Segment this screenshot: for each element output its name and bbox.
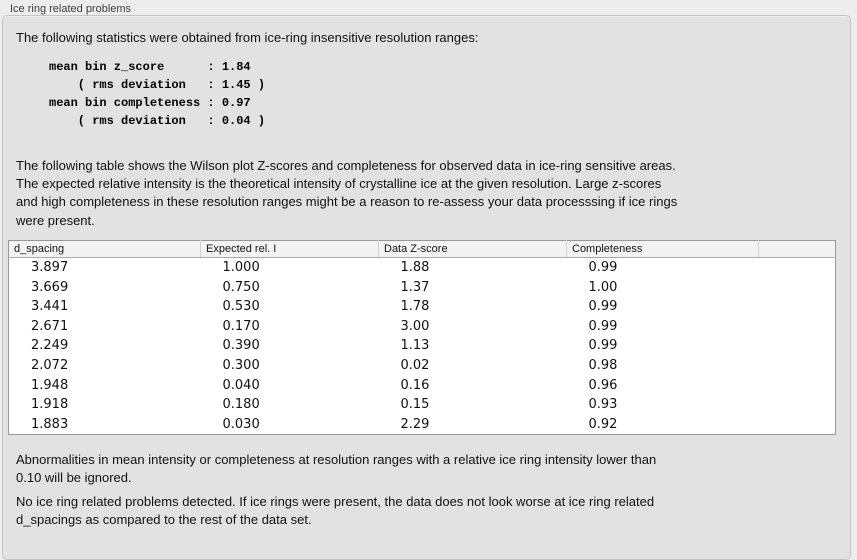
- ice-ring-table: d_spacing Expected rel. I Data Z-score C…: [8, 239, 836, 436]
- ice-ring-table-container: d_spacing Expected rel. I Data Z-score C…: [8, 239, 850, 436]
- ice-ring-group-box: The following statistics were obtained f…: [2, 15, 851, 560]
- cell-data-z-score: 1.88: [400, 260, 430, 276]
- stats-block: mean bin z_score : 1.84 ( rms deviation …: [49, 60, 266, 128]
- cell-data-z-score: 0.16: [400, 377, 430, 393]
- cell-filler: [759, 375, 836, 395]
- column-header-completeness: Completeness: [566, 240, 759, 258]
- table-row[interactable]: 3.897 1.000 1.88 0.99: [9, 257, 836, 277]
- table-row[interactable]: 2.249 0.390 1.13 0.99: [9, 336, 836, 356]
- cell-d-spacing: 3.669: [31, 279, 69, 295]
- column-header-filler: [758, 240, 836, 258]
- cell-expected-rel-i: 0.030: [222, 416, 260, 432]
- table-row[interactable]: 1.883 0.030 2.29 0.92: [9, 415, 836, 435]
- table-row[interactable]: 1.948 0.040 0.16 0.96: [9, 375, 836, 395]
- cell-filler: [759, 297, 836, 317]
- cell-expected-rel-i: 0.750: [222, 279, 260, 295]
- cell-expected-rel-i: 0.530: [222, 299, 260, 315]
- cell-filler: [759, 356, 836, 376]
- cell-filler: [759, 415, 836, 435]
- column-header-data-z-score: Data Z-score: [378, 240, 567, 258]
- conclusion-text: No ice ring related problems detected. I…: [16, 494, 655, 527]
- cell-expected-rel-i: 0.300: [222, 358, 260, 374]
- table-row[interactable]: 1.918 0.180 0.15 0.93: [9, 395, 836, 415]
- cell-completeness: 0.92: [588, 416, 618, 432]
- cell-d-spacing: 3.441: [31, 299, 69, 315]
- cell-expected-rel-i: 0.040: [222, 377, 260, 393]
- ice-ring-report-page: { "panel": { "title": "Ice ring related …: [2, 3, 851, 560]
- cell-data-z-score: 2.29: [400, 416, 430, 432]
- cell-data-z-score: 1.78: [400, 299, 430, 315]
- cell-data-z-score: 0.15: [400, 397, 430, 413]
- cell-d-spacing: 2.249: [31, 338, 69, 354]
- table-row[interactable]: 2.671 0.170 3.00 0.99: [9, 317, 836, 337]
- table-row[interactable]: 3.669 0.750 1.37 1.00: [9, 277, 836, 297]
- cell-completeness: 0.99: [588, 318, 618, 334]
- panel-title: Ice ring related problems: [10, 3, 132, 15]
- cell-filler: [759, 317, 836, 337]
- cell-expected-rel-i: 0.390: [222, 338, 260, 354]
- cell-filler: [759, 257, 836, 277]
- cell-completeness: 0.99: [588, 260, 618, 276]
- table-header-row: d_spacing Expected rel. I Data Z-score C…: [8, 240, 836, 258]
- cell-completeness: 0.99: [588, 299, 618, 315]
- cell-d-spacing: 2.072: [31, 358, 69, 374]
- description-text: The following table shows the Wilson plo…: [16, 158, 678, 228]
- table-body: 3.897 1.000 1.88 0.99 3.669 0.750 1.37 1…: [9, 257, 836, 434]
- intro-text: The following statistics were obtained f…: [16, 30, 479, 45]
- cell-expected-rel-i: 1.000: [222, 260, 260, 276]
- cell-data-z-score: 0.02: [400, 358, 430, 374]
- column-header-d-spacing: d_spacing: [8, 240, 201, 258]
- cell-completeness: 0.93: [588, 397, 618, 413]
- cell-completeness: 0.98: [588, 358, 618, 374]
- table-row[interactable]: 2.072 0.300 0.02 0.98: [9, 356, 836, 376]
- cell-expected-rel-i: 0.170: [222, 318, 260, 334]
- cell-d-spacing: 1.883: [31, 416, 69, 432]
- cell-data-z-score: 1.13: [400, 338, 430, 354]
- cell-completeness: 0.96: [588, 377, 618, 393]
- cell-data-z-score: 3.00: [400, 318, 430, 334]
- note-text: Abnormalities in mean intensity or compl…: [16, 452, 657, 485]
- cell-d-spacing: 1.918: [31, 397, 69, 413]
- column-header-expected-rel-i: Expected rel. I: [200, 240, 379, 258]
- cell-d-spacing: 1.948: [31, 377, 69, 393]
- table-row[interactable]: 3.441 0.530 1.78 0.99: [9, 297, 836, 317]
- cell-filler: [759, 395, 836, 415]
- cell-expected-rel-i: 0.180: [222, 397, 260, 413]
- cell-filler: [759, 277, 836, 297]
- cell-completeness: 0.99: [588, 338, 618, 354]
- cell-data-z-score: 1.37: [400, 279, 430, 295]
- cell-d-spacing: 3.897: [31, 260, 69, 276]
- cell-completeness: 1.00: [588, 279, 618, 295]
- cell-filler: [759, 336, 836, 356]
- cell-d-spacing: 2.671: [31, 318, 69, 334]
